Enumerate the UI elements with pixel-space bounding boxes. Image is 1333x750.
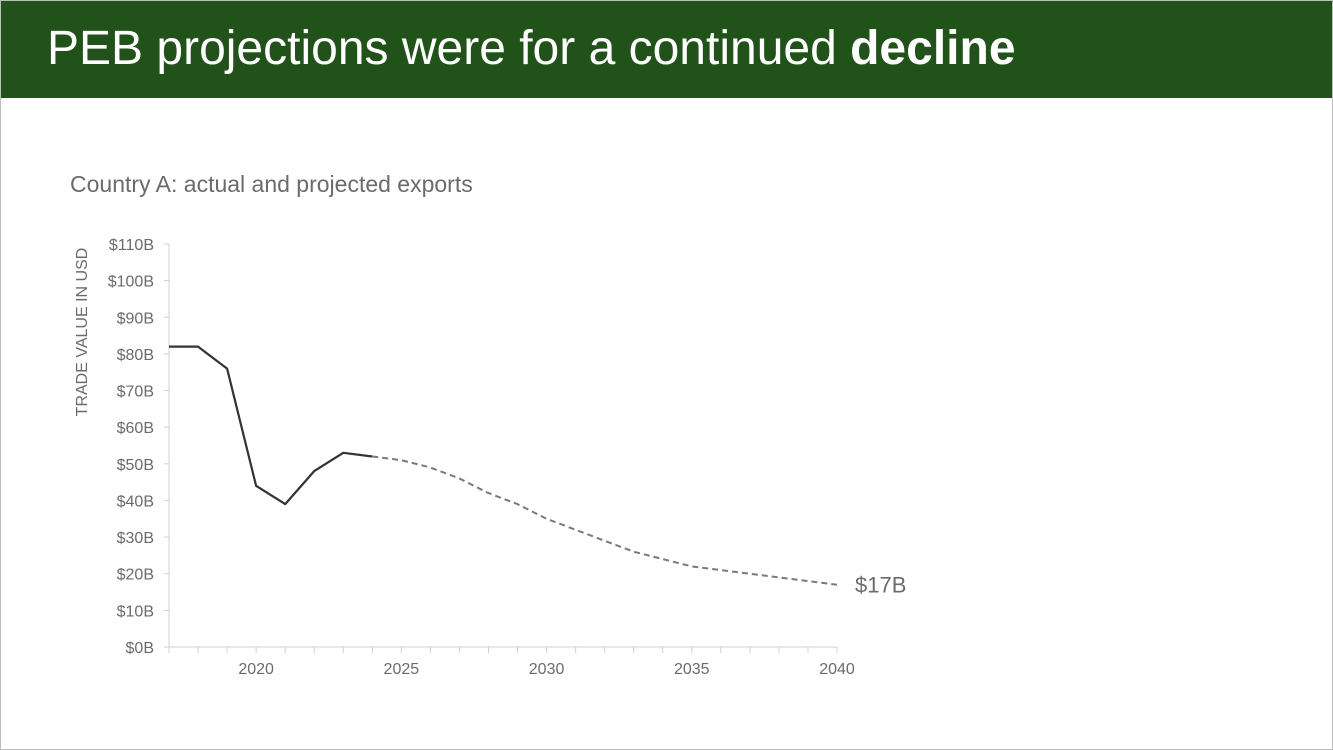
series-line-actual <box>169 345 373 506</box>
y-tick-label: $90B <box>117 310 154 327</box>
slide-title: PEB projections were for a continued dec… <box>47 21 1016 77</box>
x-tick-label: 2025 <box>384 661 420 678</box>
x-tick-label: 2030 <box>529 661 565 678</box>
x-tick-label: 2035 <box>674 661 710 678</box>
y-tick-label: $50B <box>117 457 154 474</box>
y-tick-label: $80B <box>117 347 154 364</box>
slide-title-bold: decline <box>850 22 1016 75</box>
y-tick-label: $10B <box>117 603 154 620</box>
x-tick-label: 2040 <box>819 661 855 678</box>
y-tick-label: $60B <box>117 420 154 437</box>
y-tick-label: $110B <box>109 237 154 254</box>
y-tick-label: $0B <box>126 640 154 657</box>
y-axis: $0B $10B $20B $30B $40B $50B $60B $70B $80B $90B $… <box>108 237 170 657</box>
y-tick-label: $20B <box>117 567 154 584</box>
title-banner: PEB projections were for a continued dec… <box>1 1 1332 98</box>
series-lines <box>169 345 838 586</box>
series-line-projected <box>372 455 838 586</box>
y-axis-label: TRADE VALUE IN USD <box>74 248 91 417</box>
y-tick-label: $70B <box>117 384 154 401</box>
end-value-label: $17B <box>855 573 906 598</box>
chart-title: Country A: actual and projected exports <box>70 171 473 197</box>
y-tick-label: $30B <box>117 530 154 547</box>
x-axis: 2020 2025 2030 2035 2040 <box>168 646 855 678</box>
slide-title-regular: PEB projections were for a continued <box>47 22 851 75</box>
y-tick-label: $40B <box>117 493 154 510</box>
x-tick-label: 2020 <box>238 661 274 678</box>
y-tick-label: $100B <box>108 274 154 291</box>
